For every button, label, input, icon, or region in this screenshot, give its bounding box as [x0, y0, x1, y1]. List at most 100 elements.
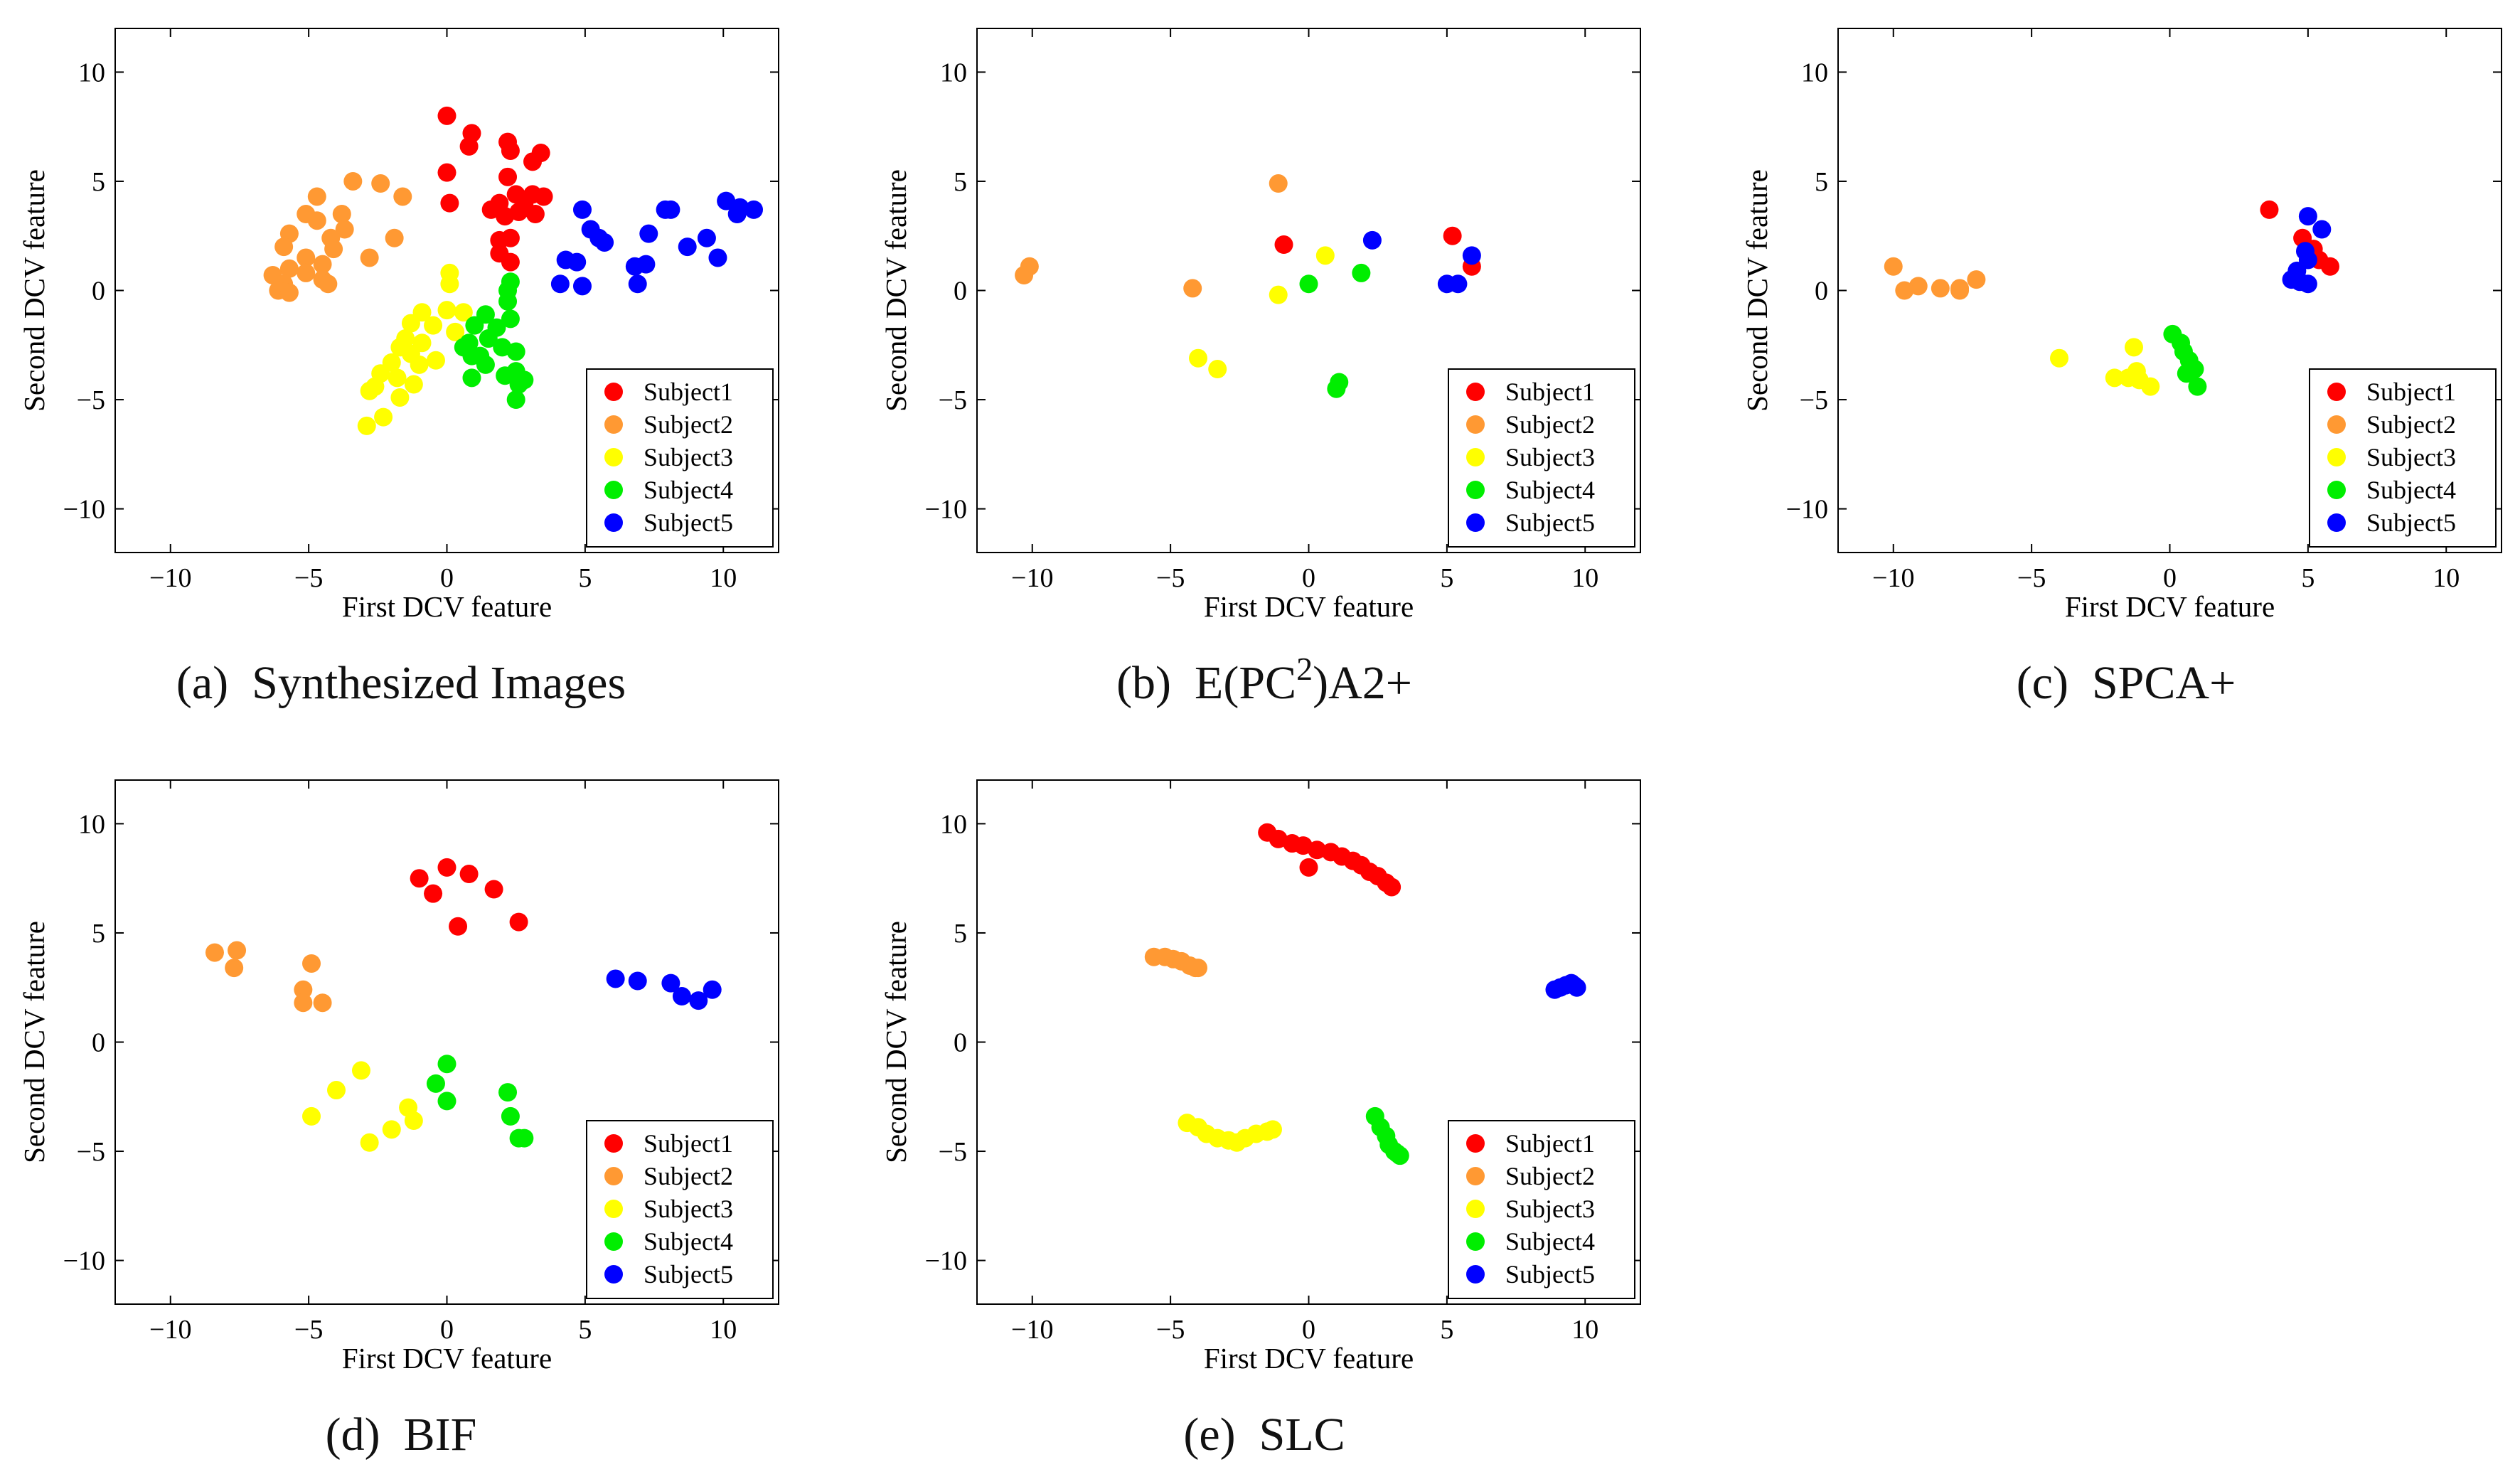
legend-marker	[1466, 1232, 1485, 1251]
data-point	[498, 167, 518, 186]
data-point	[313, 993, 332, 1013]
data-point	[360, 381, 379, 400]
series-subject2	[1144, 947, 1207, 978]
legend-label: Subject5	[2366, 508, 2456, 537]
data-point	[374, 407, 393, 427]
caption: (e) SLC	[1183, 1409, 1345, 1461]
legend-label: Subject5	[1505, 508, 1595, 537]
data-point	[501, 252, 520, 272]
data-point	[401, 314, 420, 333]
y-axis-label: Second DCV feature	[18, 169, 50, 412]
y-tick-label: −10	[1786, 495, 1828, 525]
x-axis-label: First DCV feature	[1204, 590, 1414, 623]
data-point	[525, 205, 545, 224]
data-point	[307, 211, 326, 230]
legend-marker	[604, 1167, 623, 1185]
y-tick-label: 0	[1815, 277, 1828, 306]
data-point	[437, 858, 457, 877]
data-point	[225, 959, 244, 978]
legend-marker	[604, 1265, 623, 1284]
legend-marker	[2327, 481, 2346, 499]
data-point	[509, 202, 528, 221]
data-point	[717, 191, 736, 210]
x-tick-label: 10	[1571, 1315, 1598, 1345]
data-point	[498, 1083, 518, 1102]
data-point	[1967, 270, 1986, 289]
data-point	[319, 274, 338, 294]
legend-label: Subject4	[644, 1227, 733, 1256]
y-tick-label: −5	[1800, 385, 1828, 415]
y-tick-label: 0	[954, 277, 967, 306]
legend: Subject1 Subject2 Subject3 Subject4 Subject5	[1448, 1120, 1635, 1299]
data-point	[501, 1106, 520, 1126]
caption-title: BIF	[404, 1409, 477, 1461]
data-point	[1362, 230, 1382, 250]
y-tick-label: 10	[78, 58, 105, 87]
x-tick-label: −5	[1156, 1315, 1185, 1345]
data-point	[1884, 257, 1903, 276]
y-tick-label: −5	[77, 1137, 105, 1167]
legend-label: Subject5	[644, 1260, 733, 1288]
data-point	[628, 274, 647, 294]
data-point	[437, 106, 457, 125]
x-tick-label: −5	[1156, 563, 1185, 593]
data-point	[1274, 235, 1293, 255]
data-point	[343, 171, 363, 191]
data-point	[410, 869, 429, 888]
x-tick-label: 5	[578, 563, 592, 593]
y-tick-label: 10	[940, 58, 967, 87]
data-point	[1315, 246, 1335, 265]
legend-marker	[1466, 513, 1485, 532]
caption-title: SPCA+	[2092, 657, 2236, 709]
data-point	[1462, 246, 1481, 265]
legend-label: Subject1	[1505, 1129, 1595, 1158]
x-tick-label: −5	[2017, 563, 2046, 593]
caption-tail: )A2+	[1313, 657, 1412, 709]
data-point	[279, 259, 299, 278]
series-subject3	[1189, 246, 1335, 379]
legend-label: Subject1	[644, 1129, 733, 1158]
series-subject2	[1015, 174, 1288, 298]
legend-marker	[2327, 415, 2346, 434]
data-point	[678, 238, 697, 257]
data-point	[335, 220, 354, 239]
data-point	[2177, 364, 2196, 383]
legend-label: Subject2	[2366, 410, 2456, 439]
data-point	[360, 248, 379, 267]
data-point	[351, 1061, 370, 1080]
x-tick-label: 10	[2433, 563, 2460, 593]
x-axis-label: First DCV feature	[2065, 590, 2275, 623]
data-point	[1950, 279, 1970, 298]
legend-marker	[604, 448, 623, 466]
legend-label: Subject1	[1505, 378, 1595, 406]
data-point	[589, 228, 609, 247]
data-point	[274, 238, 294, 257]
x-tick-label: −10	[1011, 563, 1053, 593]
data-point	[2312, 220, 2332, 239]
caption-superscript: 2	[1296, 651, 1313, 687]
series-subject5	[1545, 973, 1586, 999]
legend-label: Subject5	[644, 508, 733, 537]
data-point	[1183, 279, 1202, 298]
x-tick-label: −10	[149, 1315, 191, 1345]
x-tick-label: −5	[294, 563, 323, 593]
x-tick-label: 10	[710, 1315, 737, 1345]
data-point	[382, 1120, 401, 1139]
data-point	[1443, 226, 1462, 245]
data-point	[689, 991, 708, 1010]
legend-label: Subject2	[1505, 410, 1595, 439]
legend-marker	[1466, 415, 1485, 434]
data-point	[509, 912, 528, 932]
legend-label: Subject4	[644, 476, 733, 504]
data-point	[2124, 338, 2143, 357]
caption: (c) SPCA+	[2017, 657, 2236, 709]
x-tick-label: 5	[2301, 563, 2315, 593]
data-point	[2050, 348, 2068, 368]
legend-marker	[2327, 513, 2346, 532]
data-point	[437, 1092, 457, 1111]
x-tick-label: 0	[2163, 563, 2177, 593]
legend-marker	[2327, 448, 2346, 466]
y-tick-label: 5	[92, 167, 105, 197]
legend-marker	[2327, 383, 2346, 401]
series-subject2	[263, 171, 412, 302]
